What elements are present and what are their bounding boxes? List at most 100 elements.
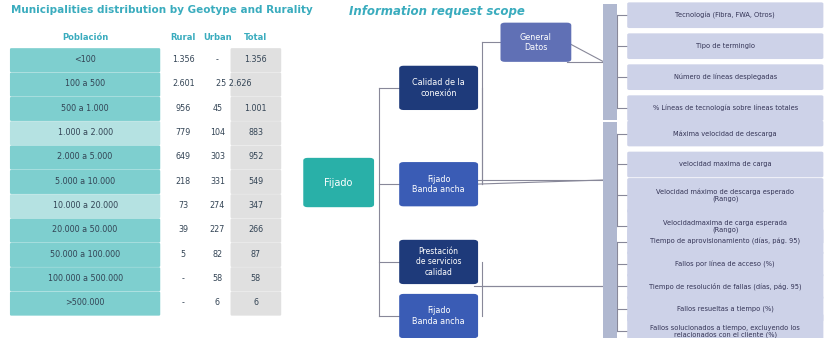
FancyBboxPatch shape [10,291,160,316]
Text: 2.601: 2.601 [172,79,195,88]
Text: 10.000 a 20.000: 10.000 a 20.000 [53,201,118,210]
Text: 1.001: 1.001 [245,104,267,113]
Text: Municipalities distribution by Geotype and Rurality: Municipalities distribution by Geotype a… [11,5,313,15]
Text: Tiempo de aprovisionamiento (días, pág. 95): Tiempo de aprovisionamiento (días, pág. … [650,238,800,245]
Text: 2.000 a 5.000: 2.000 a 5.000 [58,152,113,161]
Text: 100.000 a 500.000: 100.000 a 500.000 [48,274,123,283]
FancyBboxPatch shape [627,152,823,177]
FancyBboxPatch shape [603,122,617,238]
FancyBboxPatch shape [230,72,281,97]
Text: 58: 58 [212,274,223,283]
Text: Total: Total [244,33,267,42]
Text: Fallos solucionados a tiempo, excluyendo los
relacionados con el cliente (%): Fallos solucionados a tiempo, excluyendo… [650,325,800,338]
Text: 779: 779 [176,128,191,137]
Text: 1.000 a 2.000: 1.000 a 2.000 [58,128,113,137]
Text: 956: 956 [176,104,191,113]
Text: 82: 82 [212,250,223,259]
Text: Máxima velocidad de descarga: Máxima velocidad de descarga [673,130,777,137]
FancyBboxPatch shape [10,97,160,121]
FancyBboxPatch shape [627,251,823,277]
Text: <100: <100 [74,55,96,64]
FancyBboxPatch shape [230,145,281,170]
FancyBboxPatch shape [627,95,823,121]
FancyBboxPatch shape [230,267,281,291]
Text: 6: 6 [215,298,220,307]
Text: Tiempo de resolución de fallas (días, pág. 95): Tiempo de resolución de fallas (días, pá… [649,283,802,290]
Text: 303: 303 [210,152,225,161]
FancyBboxPatch shape [10,170,160,194]
Text: 227: 227 [210,225,225,234]
Text: Número de líneas desplegadas: Número de líneas desplegadas [674,74,777,80]
Text: Calidad de la
conexión: Calidad de la conexión [412,78,465,98]
FancyBboxPatch shape [627,209,823,244]
Text: Tipo de terminglo: Tipo de terminglo [695,43,755,49]
Text: 73: 73 [178,201,188,210]
Text: 6: 6 [253,298,258,307]
Text: 45: 45 [212,104,223,113]
FancyBboxPatch shape [399,240,478,284]
FancyBboxPatch shape [230,194,281,218]
FancyBboxPatch shape [603,230,617,338]
FancyBboxPatch shape [230,291,281,316]
FancyBboxPatch shape [627,121,823,146]
FancyBboxPatch shape [10,218,160,243]
Text: 50.000 a 100.000: 50.000 a 100.000 [50,250,120,259]
Text: 39: 39 [178,225,188,234]
FancyBboxPatch shape [230,121,281,145]
Text: 952: 952 [248,152,263,161]
Text: 649: 649 [176,152,191,161]
FancyBboxPatch shape [399,162,478,206]
Text: Tecnología (Fibra, FWA, Otros): Tecnología (Fibra, FWA, Otros) [676,12,776,19]
FancyBboxPatch shape [627,274,823,299]
Text: -: - [216,55,219,64]
Text: Information request scope: Information request scope [350,5,526,18]
Text: Fallos por línea de acceso (%): Fallos por línea de acceso (%) [676,261,776,268]
FancyBboxPatch shape [10,243,160,267]
FancyBboxPatch shape [230,218,281,243]
Text: 1.356: 1.356 [172,55,195,64]
FancyBboxPatch shape [501,23,571,62]
Text: Población: Población [62,33,108,42]
Text: velocidad maxima de carga: velocidad maxima de carga [679,162,771,168]
FancyBboxPatch shape [627,296,823,322]
FancyBboxPatch shape [230,48,281,72]
Text: Fijado
Banda ancha: Fijado Banda ancha [412,174,465,194]
Text: 266: 266 [248,225,263,234]
Text: Fallos resueltas a tiempo (%): Fallos resueltas a tiempo (%) [676,306,774,312]
FancyBboxPatch shape [10,48,160,72]
FancyBboxPatch shape [627,178,823,213]
FancyBboxPatch shape [399,66,478,110]
Text: 100 a 500: 100 a 500 [65,79,105,88]
Text: 218: 218 [176,177,191,186]
FancyBboxPatch shape [627,2,823,28]
FancyBboxPatch shape [627,64,823,90]
Text: Urban: Urban [203,33,232,42]
FancyBboxPatch shape [10,145,160,170]
Text: General
Datos: General Datos [520,32,552,52]
Text: -: - [182,274,185,283]
FancyBboxPatch shape [230,170,281,194]
Text: 549: 549 [248,177,263,186]
FancyBboxPatch shape [627,314,823,338]
Text: 5.000 a 10.000: 5.000 a 10.000 [55,177,116,186]
Text: Velocidad máximo de descarga esperado
(Rango): Velocidad máximo de descarga esperado (R… [657,189,794,202]
Text: % Líneas de tecnología sobre líneas totales: % Líneas de tecnología sobre líneas tota… [653,105,798,112]
Text: 20.000 a 50.000: 20.000 a 50.000 [53,225,118,234]
Text: 5: 5 [181,250,186,259]
FancyBboxPatch shape [10,267,160,291]
Text: 87: 87 [251,250,261,259]
Text: Fijado: Fijado [324,177,353,188]
Text: 883: 883 [248,128,263,137]
Text: Prestación
de servicios
calidad: Prestación de servicios calidad [416,247,461,277]
Text: -: - [182,298,185,307]
Text: Fijado
Banda ancha: Fijado Banda ancha [412,306,465,326]
FancyBboxPatch shape [10,194,160,218]
Text: 58: 58 [251,274,261,283]
FancyBboxPatch shape [399,294,478,338]
Text: 25 2.626: 25 2.626 [216,79,252,88]
Text: 331: 331 [210,177,225,186]
Text: Rural: Rural [171,33,196,42]
FancyBboxPatch shape [627,229,823,255]
FancyBboxPatch shape [10,121,160,145]
Text: 1.356: 1.356 [244,55,267,64]
